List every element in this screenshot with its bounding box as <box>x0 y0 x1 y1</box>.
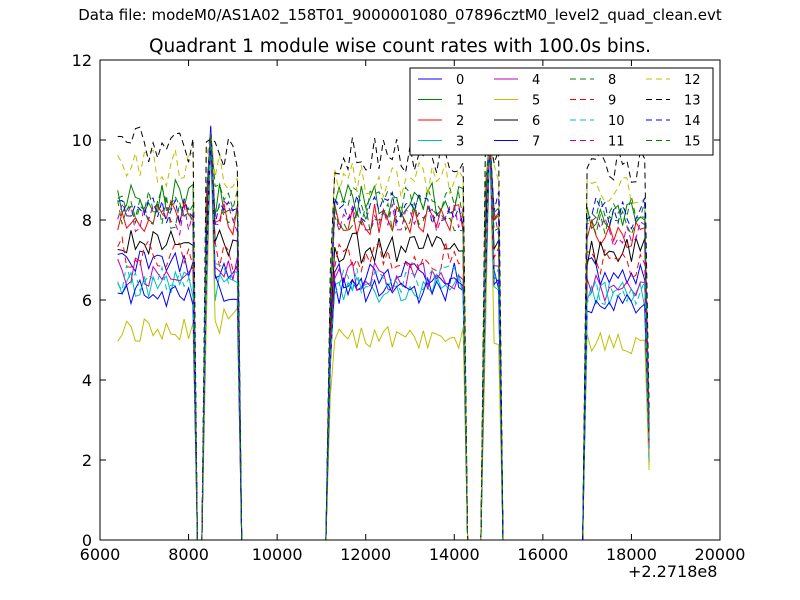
legend-label-12: 12 <box>684 73 701 88</box>
x-tick-label: 6000 <box>80 545 121 564</box>
legend-label-15: 15 <box>684 135 701 150</box>
y-tick-label: 2 <box>82 451 92 470</box>
series-line-3 <box>117 133 650 540</box>
x-tick-label: 20000 <box>695 545 746 564</box>
x-tick-label: 18000 <box>606 545 657 564</box>
series-line-8 <box>117 129 650 540</box>
legend-label-1: 1 <box>456 94 464 109</box>
x-tick-label: 8000 <box>168 545 209 564</box>
x-tick-label: 16000 <box>517 545 568 564</box>
y-tick-label: 6 <box>82 291 92 310</box>
legend-label-8: 8 <box>608 73 616 88</box>
y-tick-label: 8 <box>82 211 92 230</box>
y-tick-label: 4 <box>82 371 92 390</box>
series-line-11 <box>117 128 650 540</box>
legend-label-0: 0 <box>456 73 464 88</box>
legend-label-6: 6 <box>532 114 540 129</box>
series-lines <box>117 125 650 540</box>
y-tick-label: 12 <box>72 51 92 70</box>
legend-label-14: 14 <box>684 114 701 129</box>
series-line-10 <box>117 127 650 540</box>
series-line-13 <box>117 126 650 540</box>
series-line-6 <box>117 127 650 540</box>
legend-label-3: 3 <box>456 135 464 150</box>
x-axis-offset-label: +2.2718e8 <box>628 562 718 581</box>
x-axis-ticks: 6000 8000 10000 12000 14000 16000 18000 20000 <box>80 60 746 564</box>
series-line-14 <box>117 126 650 540</box>
series-line-12 <box>117 131 650 540</box>
series-line-1 <box>117 135 650 540</box>
legend-label-5: 5 <box>532 94 540 109</box>
data-file-title: Data file: modeM0/AS1A02_158T01_90000010… <box>78 6 722 24</box>
series-line-15 <box>117 134 650 540</box>
legend-label-11: 11 <box>608 135 625 150</box>
x-tick-label: 12000 <box>340 545 391 564</box>
series-line-5 <box>117 131 650 540</box>
series-line-4 <box>117 137 650 540</box>
series-line-0 <box>117 127 650 540</box>
legend-label-9: 9 <box>608 94 616 109</box>
series-line-7 <box>117 139 650 540</box>
y-tick-label: 10 <box>72 131 92 150</box>
legend-label-7: 7 <box>532 135 540 150</box>
plot-title: Quadrant 1 module wise count rates with … <box>148 36 652 57</box>
y-tick-label: 0 <box>82 531 92 550</box>
legend-label-10: 10 <box>608 114 625 129</box>
legend-box <box>409 67 714 156</box>
legend-label-4: 4 <box>532 73 540 88</box>
x-tick-label: 10000 <box>252 545 303 564</box>
x-tick-label: 14000 <box>429 545 480 564</box>
series-line-9 <box>117 131 650 540</box>
legend-label-13: 13 <box>684 94 701 109</box>
legend-label-2: 2 <box>456 114 464 129</box>
series-line-2 <box>117 125 650 540</box>
